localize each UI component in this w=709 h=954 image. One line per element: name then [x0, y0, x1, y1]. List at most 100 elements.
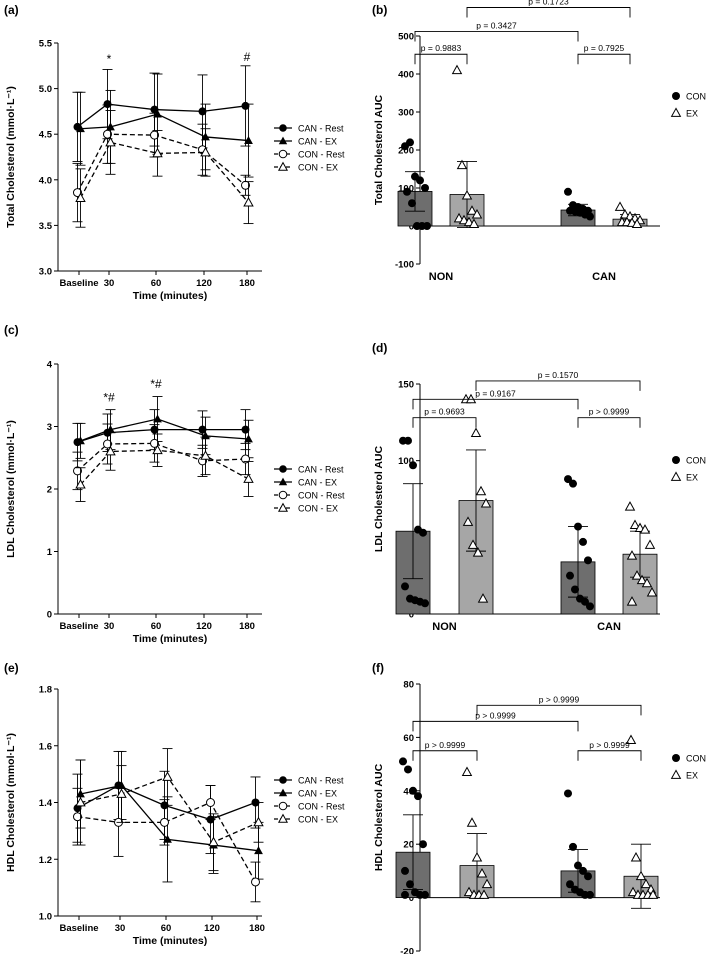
chart-panel-b: (b)-1000100200300400500Total Cholesterol… — [372, 0, 706, 283]
data-point — [641, 577, 653, 588]
data-point — [644, 539, 656, 549]
data-point — [480, 498, 492, 508]
legend-label: CON — [686, 92, 706, 102]
panel-label: (a) — [4, 3, 19, 17]
legend-marker — [670, 769, 682, 779]
series-can-rest: CAN - Rest — [72, 65, 344, 163]
x-tick-label: 60 — [161, 923, 172, 934]
data-point — [244, 434, 253, 443]
y-axis-label: HDL Cholesterol (mmol·L⁻¹) — [5, 733, 17, 872]
series-con: CON — [397, 92, 706, 230]
y-tick-label: 20 — [403, 840, 414, 851]
x-axis-label: Time (minutes) — [133, 935, 207, 947]
series-con-ex: CON - EX — [75, 748, 338, 872]
x-tick-label: Baseline — [59, 923, 98, 934]
legend-label: CAN - Rest — [298, 776, 344, 786]
bracket-line — [476, 704, 642, 716]
y-tick-label: 2 — [47, 485, 52, 496]
comparison-bracket: p > 0.9999 — [412, 710, 579, 732]
p-value-label: p = 0.1570 — [538, 370, 579, 380]
data-point — [639, 524, 651, 534]
legend-marker — [672, 754, 680, 762]
panel-label: (e) — [4, 661, 19, 675]
data-point — [103, 100, 112, 109]
bracket-line — [577, 750, 642, 761]
panel-label: (f) — [372, 661, 384, 675]
legend-marker — [279, 465, 287, 473]
y-tick-label: -100 — [395, 260, 414, 271]
significance-marker: *# — [150, 377, 162, 391]
data-point — [421, 184, 429, 192]
data-point — [76, 436, 85, 445]
data-point — [414, 792, 422, 801]
data-point — [76, 124, 85, 133]
y-axis-label: Total Cholesterol AUC — [373, 94, 385, 205]
data-point — [470, 427, 482, 437]
comparison-bracket: p = 0.7925 — [577, 43, 631, 65]
data-point — [116, 788, 127, 798]
data-point — [571, 585, 579, 594]
data-point — [625, 734, 637, 744]
data-point — [626, 550, 638, 560]
data-point — [105, 136, 116, 147]
data-point — [406, 138, 414, 147]
data-point — [579, 866, 587, 875]
x-tick-label: NON — [432, 621, 457, 633]
x-tick-label: Baseline — [59, 621, 98, 632]
data-point — [75, 479, 86, 489]
data-point — [243, 197, 254, 207]
comparison-bracket: p = 0.1570 — [475, 370, 641, 391]
data-point — [163, 834, 172, 843]
panel-label: (b) — [372, 3, 387, 17]
data-point — [647, 889, 659, 899]
data-point — [477, 593, 489, 603]
series-con-rest: CON - Rest — [72, 785, 345, 903]
legend-label: CON - Rest — [298, 150, 345, 160]
series-con: CON — [395, 754, 706, 899]
data-point — [150, 130, 159, 140]
y-tick-label: 1.2 — [39, 855, 52, 866]
y-tick-label: 4.5 — [39, 130, 53, 141]
x-tick-label: Baseline — [59, 278, 98, 289]
data-point — [254, 846, 263, 855]
series-con-ex: CON - EX — [75, 110, 338, 228]
bracket-line — [414, 53, 468, 65]
data-point — [569, 842, 577, 851]
data-point — [106, 425, 115, 434]
data-point — [200, 146, 211, 157]
comparison-bracket: p = 0.1723 — [466, 0, 631, 18]
data-point — [631, 570, 643, 580]
data-point — [635, 870, 647, 881]
y-tick-label: 80 — [403, 680, 414, 691]
significance-marker: # — [244, 50, 251, 64]
comparison-bracket: p = 0.9167 — [412, 388, 579, 410]
comparison-bracket: p > 0.9999 — [412, 740, 478, 761]
y-tick-label: 500 — [398, 32, 414, 43]
legend-label: CAN - EX — [298, 478, 337, 488]
p-value-label: p = 0.7925 — [584, 43, 625, 53]
p-value-label: p > 0.9999 — [589, 407, 630, 417]
data-point — [614, 201, 626, 211]
legend-marker — [278, 801, 288, 811]
data-point — [471, 851, 483, 862]
data-point — [423, 222, 431, 230]
data-point — [152, 444, 163, 455]
bracket-line — [412, 417, 477, 428]
data-point — [251, 877, 260, 887]
y-tick-label: 5.5 — [39, 39, 53, 50]
x-tick-label: CAN — [597, 621, 621, 633]
data-point — [468, 218, 480, 229]
x-axis-label: Time (minutes) — [133, 290, 207, 302]
data-point — [574, 861, 582, 870]
data-point — [471, 209, 483, 219]
series-line — [80, 776, 259, 844]
data-point — [401, 890, 409, 899]
y-tick-label: 0 — [409, 222, 414, 233]
series-ex: EX — [459, 734, 698, 909]
p-value-label: p = 0.9883 — [421, 43, 462, 53]
legend-label: CON - EX — [298, 163, 338, 173]
data-point — [399, 757, 407, 766]
data-point — [463, 886, 475, 897]
x-tick-label: CAN — [592, 271, 616, 283]
series-line — [77, 442, 246, 472]
